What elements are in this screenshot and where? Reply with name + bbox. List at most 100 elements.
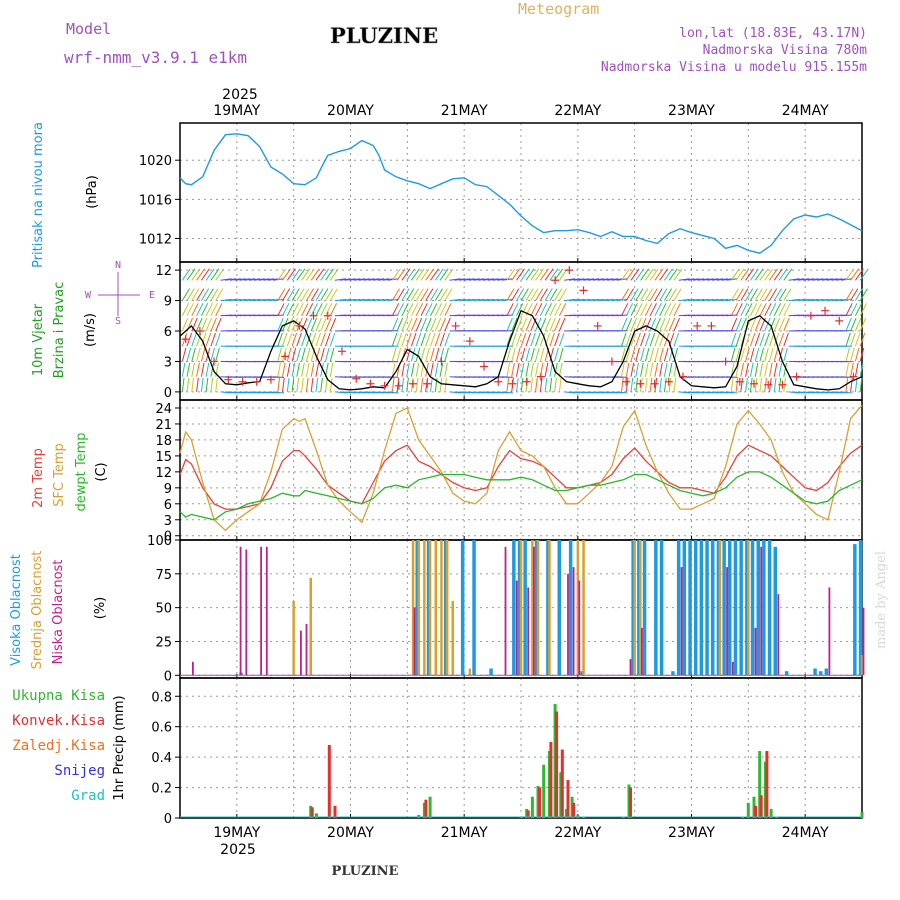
wind-arrow [305, 268, 315, 281]
wind-arrow [549, 362, 553, 377]
wind-arrow [859, 288, 868, 301]
wind-arrow [625, 347, 631, 362]
wind-arrow [764, 268, 774, 281]
wind-arrow [764, 332, 770, 347]
wind-arrow [516, 362, 520, 377]
wind-arrow [334, 298, 347, 302]
mid-cloud-bar [747, 540, 750, 676]
y-tick-label: 18 [155, 434, 172, 449]
high-cloud-bar [534, 540, 539, 676]
low-cloud-bar [828, 587, 831, 676]
wind-arrow [845, 303, 853, 317]
wind-arrow [205, 317, 213, 332]
wind-arrow [502, 391, 514, 394]
dewpt-temp-line [179, 471, 863, 521]
precip-unit: 1hr Precip (mm) [112, 695, 127, 800]
wind-arrow [434, 347, 440, 362]
wind-arrow [817, 278, 829, 281]
wind-arrow [749, 332, 756, 347]
wind-arrow [549, 288, 558, 301]
wind-arrow [325, 317, 332, 332]
wind-arrow [291, 377, 295, 392]
wind-arrow [859, 332, 866, 347]
mid-cloud-bar [309, 577, 312, 676]
low-cloud-bar [260, 546, 262, 676]
wind-arrow [730, 317, 738, 332]
wind-arrow [305, 332, 312, 347]
wind-arrow [621, 288, 630, 301]
wind-arrow [530, 268, 540, 281]
wind-arrow [730, 268, 740, 281]
wind-arrow [391, 303, 400, 317]
wind-arrow [244, 278, 256, 281]
wind-arrow [764, 303, 772, 317]
date-label-top: 24MAY [782, 103, 829, 119]
model-name: wrf-nmm_v3.9.1 e1km [64, 48, 247, 67]
wind-arrow [625, 303, 634, 317]
wind-arrow [668, 303, 677, 317]
pressure-labels: Pritisak na nivou mora (hPa) [31, 122, 100, 268]
wind-arrow [181, 288, 190, 301]
mid-cloud-bar [519, 540, 523, 676]
wind-arrow [410, 362, 415, 377]
wind-arrow [406, 332, 412, 347]
wind-arrow [268, 298, 280, 302]
wind-arrow [644, 347, 650, 362]
wind-arrow [320, 347, 325, 362]
wind-arrow [205, 362, 210, 377]
y-tick-label: 0.4 [151, 751, 172, 766]
wind-arrow [391, 317, 399, 332]
wind-arrow [754, 377, 758, 392]
wind-arrow [296, 288, 305, 301]
wind-panel: 12 9 6 3 0 [155, 261, 869, 401]
y-tick-label: 24 [155, 402, 172, 417]
wind-arrow [654, 332, 660, 347]
wind-arrow [597, 298, 609, 302]
precip-label-snow: Snijeg [54, 763, 105, 779]
low-cloud-bar [754, 627, 757, 676]
wind-arrow [511, 362, 515, 377]
wind-arrow [578, 298, 590, 302]
wind-arrow [668, 268, 678, 281]
wind-arrow [525, 362, 530, 377]
wind-arrow [588, 298, 600, 302]
high-cloud-bar [693, 540, 698, 676]
temp-label-1: 2m Temp [31, 448, 46, 508]
wind-arrow [630, 288, 639, 301]
wind-arrow [539, 268, 549, 281]
gust-marker [764, 380, 773, 389]
wind-arrow [759, 288, 768, 301]
wind-arrow [463, 278, 475, 281]
low-cloud-bar [192, 661, 194, 676]
wind-arrow [391, 362, 396, 377]
high-cloud-bar [580, 671, 584, 676]
wind-arrow [181, 377, 185, 392]
wind-arrow [315, 332, 321, 347]
wind-arrow [621, 377, 624, 392]
wind-arrow [286, 377, 290, 392]
wind-arrow [530, 347, 535, 362]
gust-marker [849, 372, 858, 381]
wind-arrow [640, 317, 647, 332]
wind-arrow [406, 268, 416, 281]
wind-arrow [759, 332, 765, 347]
wind-arrow [564, 278, 576, 281]
wind-arrow [296, 347, 301, 362]
wind-arrow [401, 377, 405, 392]
wind-arrow [358, 298, 370, 302]
wind-arrow [759, 303, 767, 317]
wind-arrow [263, 278, 275, 281]
y-tick-label: 0.6 [151, 721, 172, 736]
gust-marker [366, 379, 375, 388]
wind-arrow [186, 347, 192, 362]
wind-arrow [554, 362, 558, 377]
wind-arrow [339, 278, 351, 281]
wind-arrow [506, 362, 511, 377]
gust-marker [806, 311, 815, 320]
wind-arrow [749, 347, 755, 362]
mid-cloud-bar [440, 540, 443, 676]
gust-marker [281, 352, 290, 361]
wind-arrow [654, 303, 662, 317]
wind-arrow [649, 288, 658, 301]
wind-arrow [668, 317, 676, 332]
